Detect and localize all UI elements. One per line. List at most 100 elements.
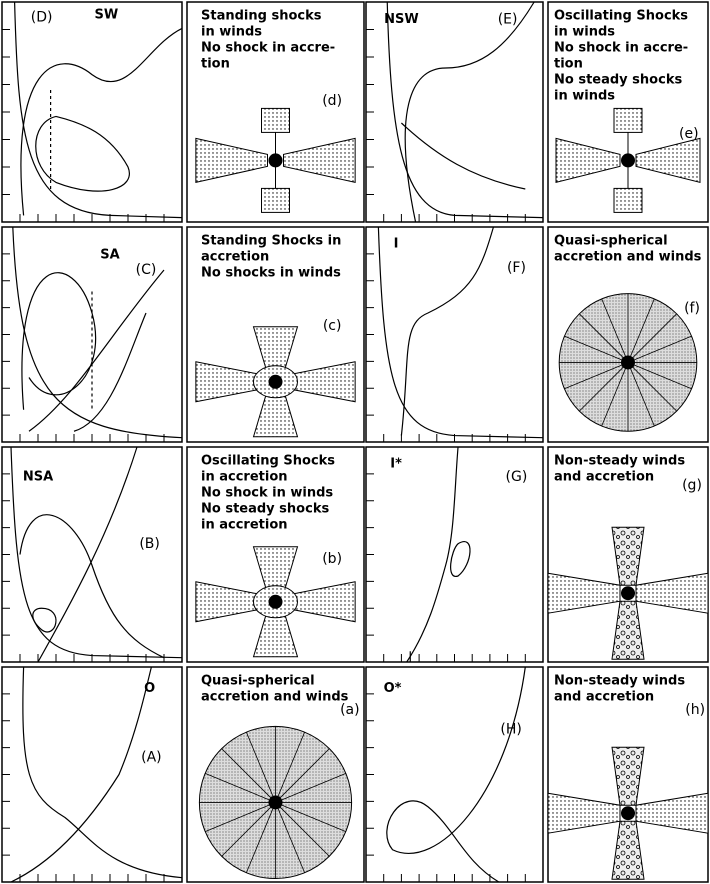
curve <box>451 542 470 577</box>
panel-frame <box>2 2 182 222</box>
description-line: Quasi-spherical <box>554 234 668 249</box>
funnel <box>612 821 644 879</box>
curves <box>378 227 543 438</box>
curves <box>407 447 470 662</box>
panel: (E) NSW <box>366 2 543 222</box>
description-line: Oscillating Shocks <box>201 454 335 469</box>
curve-label: NSW <box>384 12 419 27</box>
case-label: (F) <box>507 260 526 276</box>
nozzle <box>614 188 642 212</box>
curve <box>13 227 182 438</box>
curve-label: O <box>144 681 155 696</box>
disk <box>636 793 708 833</box>
funnel <box>612 527 644 585</box>
curve-label: SW <box>95 8 119 23</box>
funnel <box>612 747 644 805</box>
panel: (D) SW <box>2 2 182 222</box>
curve <box>401 123 525 189</box>
central-object <box>269 595 283 609</box>
panel: (B)NSA <box>2 447 182 662</box>
curves <box>387 667 525 882</box>
curve <box>15 2 182 218</box>
panel: Standing Shocks inaccretionNo shocks in … <box>187 227 364 442</box>
description-line: Standing shocks <box>201 9 322 24</box>
case-label: (G) <box>506 469 528 485</box>
description-line: Non-steady winds <box>554 454 685 469</box>
disk <box>636 138 700 182</box>
central-object <box>621 153 635 167</box>
description-line: Non-steady winds <box>554 674 685 689</box>
panel-tag: (f) <box>684 301 700 317</box>
case-label: (B) <box>139 536 160 552</box>
panel-tag: (h) <box>685 702 705 718</box>
panel: Non-steady windsand accretion (g) <box>548 447 708 662</box>
curve <box>36 116 130 191</box>
nozzle <box>262 188 290 212</box>
panel-tag: (a) <box>340 702 360 718</box>
description-line: in winds <box>201 25 262 40</box>
description-line: Standing Shocks in <box>201 234 341 249</box>
description-line: and accretion <box>554 690 654 705</box>
description-line: in winds <box>554 89 615 104</box>
case-label: (C) <box>136 262 157 278</box>
curve <box>22 273 96 410</box>
description-line: No shock in winds <box>201 486 333 501</box>
description-line: tion <box>554 57 583 72</box>
panel: (C) SA <box>2 227 182 442</box>
description-line: No steady shocks <box>554 73 682 88</box>
disk <box>556 138 620 182</box>
curve <box>405 2 534 222</box>
curve <box>387 667 525 882</box>
disk <box>548 573 620 613</box>
description-line: accretion and winds <box>201 690 349 705</box>
central-object <box>621 586 635 600</box>
curve <box>407 447 458 662</box>
curve <box>23 667 182 878</box>
description-line: No shock in accre- <box>554 41 688 56</box>
funnel <box>612 601 644 659</box>
central-object <box>269 795 283 809</box>
central-object <box>269 375 283 389</box>
nozzle <box>614 108 642 132</box>
disk <box>548 793 620 833</box>
description-line: Quasi-spherical <box>201 674 315 689</box>
description-line: Oscillating Shocks <box>554 9 688 24</box>
panel: (H) O* <box>366 667 543 882</box>
description-line: accretion <box>201 250 269 265</box>
curve <box>11 667 151 882</box>
description-line: in accretion <box>201 518 288 533</box>
panel-tag: (c) <box>323 318 342 334</box>
case-label: (D) <box>31 9 53 25</box>
description-line: and accretion <box>554 470 654 485</box>
panel: (G) I* <box>366 447 543 662</box>
curve-label: SA <box>100 247 119 262</box>
curve <box>401 227 493 436</box>
description-line: No shock in accre- <box>201 41 335 56</box>
description-line: accretion and winds <box>554 250 702 265</box>
description-line: No steady shocks <box>201 502 329 517</box>
case-label: (H) <box>500 721 521 737</box>
curve-label: I <box>394 237 399 252</box>
central-object <box>269 153 283 167</box>
central-object <box>621 806 635 820</box>
description-line: No shocks in winds <box>201 266 341 281</box>
curve-label: O* <box>384 681 402 696</box>
curve <box>378 227 543 438</box>
panel-tag: (g) <box>682 478 702 494</box>
central-object <box>621 355 635 369</box>
curves <box>13 227 182 438</box>
curve-label: I* <box>390 457 402 472</box>
curve <box>387 2 543 218</box>
disk <box>284 138 356 182</box>
case-label: (E) <box>498 12 518 28</box>
panel: (F) I <box>366 227 543 442</box>
description-line: in accretion <box>201 470 288 485</box>
description-line: in winds <box>554 25 615 40</box>
curve <box>74 313 146 431</box>
